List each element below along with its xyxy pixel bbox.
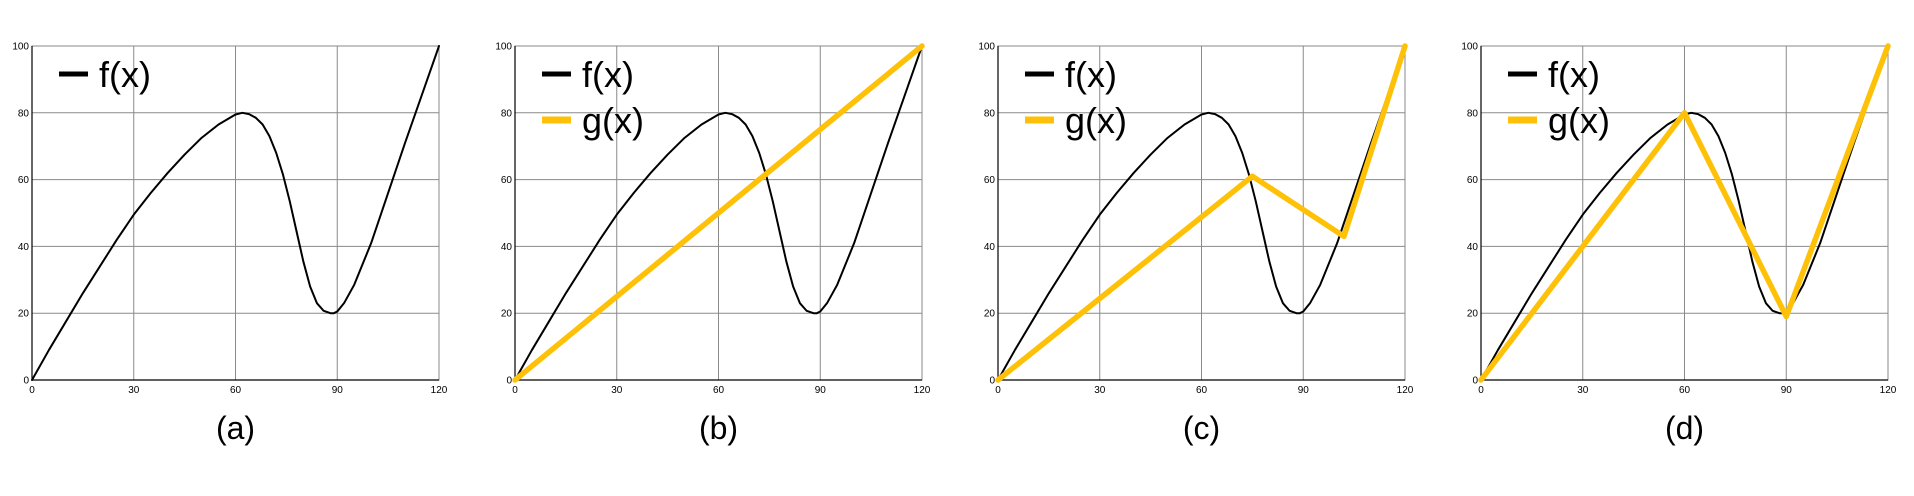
- y-tick-label: 0: [506, 376, 512, 387]
- x-tick-label: 90: [815, 385, 827, 396]
- x-tick-label: 60: [1196, 385, 1208, 396]
- y-tick-label: 20: [18, 309, 30, 320]
- y-tick-label: 100: [978, 42, 995, 53]
- y-tick-label: 0: [1472, 376, 1478, 387]
- chart-panel-a: 0 20 40 60 80 100 0 30 60 90 120 f(x) (a): [12, 42, 447, 447]
- x-tick-label: 30: [1577, 385, 1589, 396]
- x-tick-label: 30: [128, 385, 140, 396]
- y-tick-label: 40: [1467, 242, 1479, 253]
- x-tick-label: 90: [1781, 385, 1793, 396]
- x-tick-label: 0: [512, 385, 518, 396]
- x-tick-label: 30: [611, 385, 623, 396]
- panel-caption: (b): [699, 410, 738, 446]
- legend-label-f: f(x): [99, 54, 151, 95]
- y-tick-label: 100: [12, 42, 29, 53]
- x-tick-label: 90: [1298, 385, 1310, 396]
- y-tick-label: 20: [1467, 309, 1479, 320]
- y-tick-label: 80: [984, 108, 996, 119]
- chart-panel-d: 0 20 40 60 80 100 0 30 60 90 120 f(x) g(x) (d): [1461, 42, 1896, 447]
- panel-caption: (d): [1665, 410, 1704, 446]
- y-tick-label: 80: [18, 108, 30, 119]
- y-tick-label: 40: [18, 242, 30, 253]
- y-tick-label: 80: [501, 108, 513, 119]
- legend-label-f: f(x): [1548, 54, 1600, 95]
- x-tick-label: 0: [29, 385, 35, 396]
- y-tick-label: 40: [501, 242, 513, 253]
- series-line-g: [995, 43, 1408, 383]
- y-tick-label: 80: [1467, 108, 1479, 119]
- x-tick-label: 60: [713, 385, 725, 396]
- legend-label-g: g(x): [1548, 100, 1610, 141]
- x-tick-label: 120: [914, 385, 931, 396]
- y-tick-label: 60: [18, 175, 30, 186]
- x-tick-label: 0: [995, 385, 1001, 396]
- series-line-f: [31, 45, 440, 381]
- x-tick-label: 120: [1880, 385, 1897, 396]
- x-tick-label: 60: [230, 385, 242, 396]
- chart-panel-c: 0 20 40 60 80 100 0 30 60 90 120 f(x) g(x) (c): [978, 42, 1413, 447]
- y-tick-label: 60: [984, 175, 996, 186]
- y-tick-label: 100: [495, 42, 512, 53]
- chart-panel-b: 0 20 40 60 80 100 0 30 60 90 120 f(x) g(x) (b): [495, 42, 930, 447]
- legend-label-g: g(x): [582, 100, 644, 141]
- series-line-f: [514, 45, 923, 381]
- legend-label-f: f(x): [582, 54, 634, 95]
- x-tick-label: 60: [1679, 385, 1691, 396]
- x-tick-label: 120: [1397, 385, 1414, 396]
- x-tick-label: 30: [1094, 385, 1106, 396]
- legend-label-g: g(x): [1065, 100, 1127, 141]
- panel-caption: (a): [216, 410, 255, 446]
- x-tick-label: 120: [431, 385, 448, 396]
- y-tick-label: 40: [984, 242, 996, 253]
- panel-caption: (c): [1183, 410, 1220, 446]
- y-tick-label: 0: [989, 376, 995, 387]
- y-tick-label: 0: [23, 376, 29, 387]
- legend-label-f: f(x): [1065, 54, 1117, 95]
- y-tick-label: 60: [501, 175, 513, 186]
- series-line-g: [512, 43, 925, 383]
- y-tick-label: 60: [1467, 175, 1479, 186]
- series-line-f: [997, 45, 1406, 381]
- y-tick-label: 100: [1461, 42, 1478, 53]
- series-line-g: [1478, 43, 1891, 383]
- x-tick-label: 90: [332, 385, 344, 396]
- y-tick-label: 20: [501, 309, 513, 320]
- y-tick-label: 20: [984, 309, 996, 320]
- x-tick-label: 0: [1478, 385, 1484, 396]
